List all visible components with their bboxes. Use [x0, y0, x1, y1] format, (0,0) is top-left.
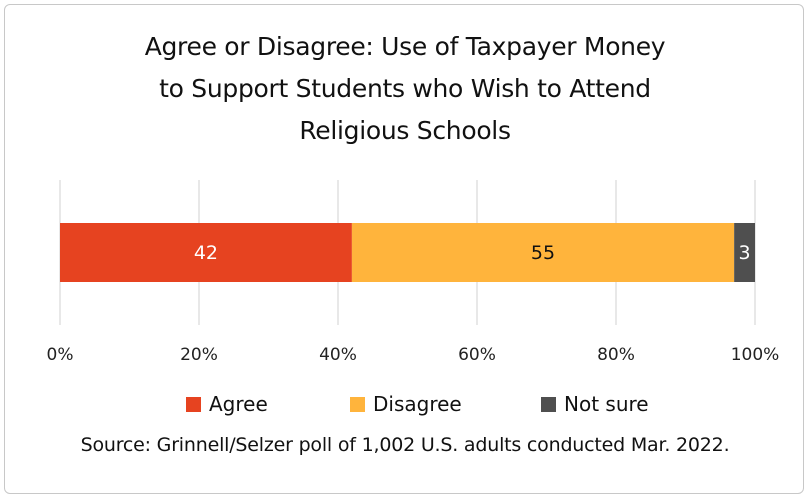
x-tick-label: 80%: [597, 345, 635, 365]
legend-label-agree: Agree: [209, 392, 268, 416]
data-label: 3: [739, 242, 751, 264]
title-line-1: Agree or Disagree: Use of Taxpayer Money: [144, 32, 666, 61]
legend-swatch-disagree: [350, 396, 365, 412]
legend-label-not-sure: Not sure: [564, 392, 649, 416]
data-label: 42: [194, 242, 218, 264]
legend-label-disagree: Disagree: [373, 392, 462, 416]
legend: Agree Disagree Not sure: [0, 392, 810, 416]
title-line-2: to Support Students who Wish to Attend: [159, 74, 651, 103]
legend-item-disagree: Disagree: [350, 392, 462, 416]
title-line-3: Religious Schools: [299, 116, 511, 145]
x-tick-label: 40%: [319, 345, 357, 365]
bar-segment-agree: [60, 223, 352, 282]
chart-frame: [4, 4, 804, 494]
chart-title: Agree or Disagree: Use of Taxpayer Money…: [0, 26, 810, 152]
legend-item-not-sure: Not sure: [541, 392, 649, 416]
x-tick-label: 100%: [731, 345, 780, 365]
bar-segment-not-sure: [734, 223, 755, 282]
legend-swatch-agree: [186, 396, 201, 412]
legend-item-agree: Agree: [186, 392, 268, 416]
x-tick-label: 20%: [180, 345, 218, 365]
data-label: 55: [531, 242, 555, 264]
legend-swatch-not-sure: [541, 396, 556, 412]
source-note: Source: Grinnell/Selzer poll of 1,002 U.…: [80, 434, 730, 456]
x-tick-label: 60%: [458, 345, 496, 365]
bar-segment-disagree: [351, 223, 735, 282]
x-tick-label: 0%: [47, 345, 74, 365]
